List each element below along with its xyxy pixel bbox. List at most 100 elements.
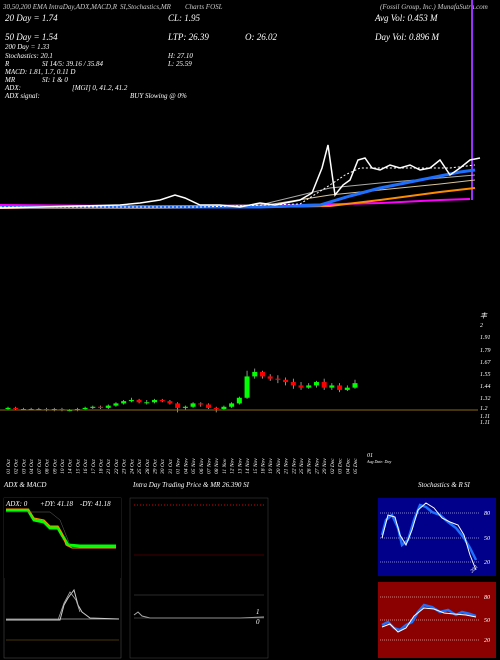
candle-body [244,376,250,398]
chart-subtitle-mid: SI,Stochastics,MR [120,3,171,11]
candle-body [267,376,273,379]
candle-body [236,397,242,404]
price-tick-label: 1.79 [480,348,491,354]
candle-body [313,382,319,386]
date-tick-label: 08 Oct [45,459,51,474]
date-tick-label: 10 Oct [60,459,66,474]
price-axis-marker: 丰 [480,312,488,320]
candle-body [167,401,173,404]
chart-subtitle-company: (Fossil Group, Inc.) MunafaSutra.com [380,3,488,11]
low-label: L: 25.59 [168,60,192,68]
adx-panel-title: ADX & MACD [4,481,47,489]
candle-body [175,403,181,408]
date-tick-label: 15 Oct [75,459,81,474]
candle-body [136,400,142,403]
candle-body [205,404,211,408]
candle-body [329,385,335,388]
candle-body [290,382,296,386]
stoch-bg [378,498,496,576]
date-tick-label: 09 Oct [52,459,58,474]
open-label: O: 26.02 [245,32,277,42]
adx-label: ADX: [5,84,21,92]
date-tick-label: 02 Oct [14,459,20,474]
intraday-panel-title-text: Intra Day Trading Price & MR [133,481,221,489]
date-tick-label: 19 Nov [268,458,274,474]
date-tick-label: 22 Nov [291,458,297,474]
price-tick-label: 2 [480,323,483,329]
candle-body [90,406,96,408]
adx-signal-label: ADX signal: [5,92,40,100]
r-label: R [5,60,10,68]
candle-body [182,406,188,408]
date-tick-label: 05 Dec [353,458,359,474]
date-tick-label: 08 Nov [214,458,220,474]
candle-body [306,385,312,388]
macd-label: MACD: 1.81, 1.7, 0.11 D [5,68,76,76]
adx-value-label: ADX: 0 [5,500,28,508]
ema20-label: 20 Day = 1.74 [5,13,58,23]
adx-panel: ADX: 0 +DY: 41.18 -DY: 41.18 [3,497,122,659]
date-tick-label: 16 Oct [83,459,89,474]
candle-body [283,379,289,383]
candle-body [344,387,350,390]
candle-body [298,385,304,388]
stoch-tick-80: 80 [484,511,490,517]
main-chart: 2 1.91 1.79 1.67 1.55 1.44 1.32 1.2 1.111.11 丰 0… [0,0,492,475]
candle-body [121,401,127,404]
stoch-k-line [380,503,478,561]
si-tick-80: 80 [484,595,490,601]
adx-grey-line [6,511,71,546]
date-axis: 01 Oct 02 Oct 03 Oct 04 Oct 07 Oct 08 Oct 09 O… [6,458,359,475]
price-tick-label: 1.44 [480,383,491,390]
candle-body [105,405,111,408]
ema-dotted-line [0,164,476,208]
price-tick-label: 1.91 [480,335,491,341]
si-signal-line [381,607,477,633]
ema20-line [0,168,476,209]
candle-body [159,400,165,402]
si-line [381,603,477,632]
date-tick-label: 20 Nov [276,458,282,474]
candle-body [98,406,104,408]
mr-label: MR [5,76,16,84]
candle-body [82,407,88,410]
date-tick-label: 25 Nov [299,458,305,474]
price-tick-label: 1.2 [480,406,488,412]
date-tick-label: 27 Nov [314,458,320,474]
candle-body [198,403,204,405]
candle-body [221,406,227,410]
mr-si-label: SI: 1 & 0 [42,76,68,84]
date-tick-label: 29 Nov [322,458,328,474]
date-tick-label: 05 Nov [191,458,197,474]
date-tick-label: 02 Dec [330,458,336,474]
candle-body [113,403,119,406]
date-tick-label: 11 Nov [222,458,228,474]
candle-body [13,407,19,410]
price-line [0,144,481,209]
date-tick-label: 04 Nov [182,458,189,474]
date-tick-label: 30 Oct [160,459,166,475]
mdy-value-label: -DY: 41.18 [80,500,111,508]
date-tick-label: 13 Nov [237,458,243,474]
date-tick-label: 21 Oct [106,459,112,474]
intraday-zero-label: 0 [256,618,260,626]
candle-body [252,371,258,377]
date-tick-label: 01 Oct [6,459,12,474]
ltp-label: LTP: 26.39 [168,32,209,42]
stoch-panel-si: SI [464,481,470,489]
intraday-panel: 1 0 [129,497,269,659]
pdy-value-label: +DY: 41.18 [40,500,74,508]
date-tick-label: 04 Oct [28,459,35,474]
avg-vol-label: Avg Vol: 0.453 M [375,13,438,23]
stochastics-label: Stochastics: 20.1 [5,52,53,60]
price-tick-label: 1.67 [480,360,492,366]
intraday-panel-title: Intra Day Trading Price & MR 26.390 SI [133,481,249,489]
candle-body [213,407,219,410]
adx-orange-line [6,508,116,549]
si-label: SI 14/5: 39.16 / 35.84 [42,60,104,68]
intraday-one-label: 1 [256,608,260,616]
date-tick-label: 03 Dec [338,458,344,474]
date-tick-label: 26 Nov [307,458,313,474]
date-tick-label: 01 Nov [176,458,182,474]
date-tick-label: 15 Nov [253,458,259,474]
